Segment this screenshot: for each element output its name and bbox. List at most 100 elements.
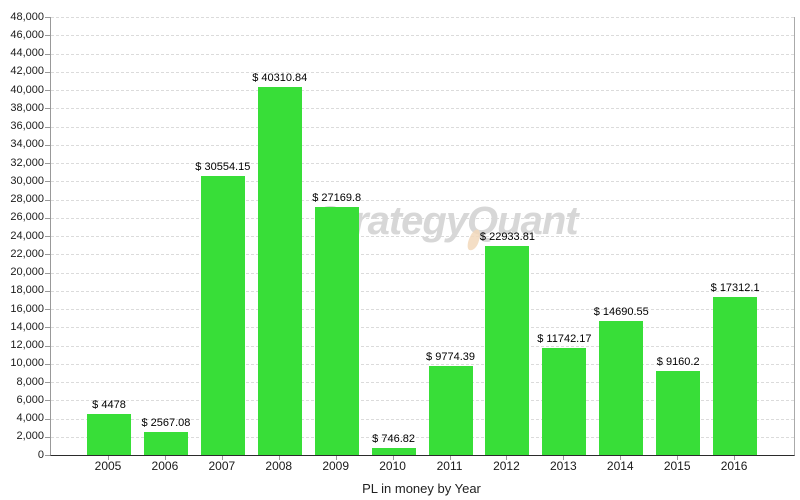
y-tick-mark [45, 126, 50, 128]
bar-2007 [200, 176, 245, 455]
gridline [51, 345, 794, 347]
bar-value-label: $ 17312.1 [710, 282, 760, 295]
x-tick-label: 2016 [720, 459, 748, 473]
y-tick-label: 22,000 [10, 247, 44, 260]
y-tick-label: 18,000 [10, 284, 44, 297]
y-tick-label: 8,000 [16, 375, 44, 388]
bar-2014 [599, 320, 644, 455]
gridline [51, 71, 794, 73]
y-tick-mark [45, 90, 50, 91]
bar-2011 [428, 365, 473, 455]
gridline [51, 290, 794, 292]
x-tick-mark [108, 456, 109, 460]
y-tick-mark [45, 217, 50, 219]
x-tick-mark [734, 456, 736, 460]
y-tick-mark [45, 363, 50, 365]
y-tick-label: 34,000 [10, 138, 44, 151]
bar-2012 [485, 245, 530, 455]
y-tick-label: 32,000 [10, 156, 44, 169]
y-tick-mark [45, 108, 50, 110]
y-tick-mark [45, 199, 50, 201]
y-tick-label: 44,000 [10, 47, 44, 59]
bar-2010 [371, 448, 416, 455]
gridline [51, 90, 794, 91]
x-tick-label: 2007 [208, 459, 236, 473]
y-tick-label: 48,000 [10, 10, 44, 23]
y-tick-label: 40,000 [10, 83, 44, 96]
bar-value-label: $ 11742.17 [537, 332, 592, 345]
y-tick-label: 12,000 [10, 339, 44, 351]
y-tick-mark [45, 17, 50, 18]
y-tick-mark [45, 181, 50, 183]
y-tick-label: 6,000 [16, 393, 44, 406]
gridline [51, 144, 794, 146]
bar-value-label: $ 746.82 [372, 433, 416, 446]
x-tick-mark [620, 456, 622, 460]
y-tick-mark [45, 290, 50, 292]
x-tick-label: 2012 [493, 459, 520, 473]
gridline [51, 53, 794, 55]
gridline [51, 108, 794, 110]
y-tick-mark [45, 455, 50, 456]
bar-2015 [656, 371, 701, 455]
y-tick-mark [45, 436, 50, 438]
gridline [51, 382, 794, 383]
gridline [51, 254, 794, 256]
x-tick-mark [335, 456, 337, 460]
x-tick-label: 2015 [663, 459, 691, 473]
y-tick-label: 0 [37, 448, 44, 461]
x-tick-mark [449, 456, 451, 460]
bar-value-label: $ 22933.81 [479, 230, 535, 243]
x-tick-label: 2005 [94, 459, 122, 473]
y-tick-mark [45, 35, 50, 37]
gridlines [51, 17, 794, 455]
y-tick-label: 26,000 [10, 211, 44, 224]
bar-2006 [143, 431, 188, 455]
y-tick-label: 42,000 [10, 65, 44, 78]
x-tick-mark [677, 456, 679, 460]
x-tick-label: 2014 [606, 459, 634, 473]
bars-layer: $ 4478 $ 2567.08 $ 30554.15 $ 40310.84 $ 271… [51, 17, 794, 455]
bar-value-label: $ 30554.15 [195, 161, 251, 174]
y-tick-mark [45, 400, 50, 402]
bar-2013 [542, 347, 587, 455]
x-tick-label: 2008 [265, 459, 293, 473]
y-tick-label: 28,000 [10, 193, 44, 205]
bar-2009 [314, 207, 359, 455]
x-tick-label: 2011 [436, 459, 463, 473]
x-tick-label: 2013 [550, 459, 577, 473]
gridline [51, 309, 794, 310]
y-tick-label: 30,000 [10, 174, 44, 187]
bar-value-label: $ 9774.39 [426, 350, 475, 363]
bar-value-label: $ 40310.84 [252, 72, 308, 85]
bar-value-label: $ 9160.2 [656, 356, 700, 369]
y-tick-label: 38,000 [10, 101, 44, 114]
y-tick-mark [45, 71, 50, 73]
x-tick-mark [563, 456, 565, 460]
gridline [51, 217, 794, 219]
y-tick-mark [45, 53, 50, 55]
y-tick-label: 20,000 [10, 266, 44, 278]
bar-2016 [713, 297, 758, 455]
y-tick-mark [45, 382, 50, 383]
gridline [51, 363, 794, 365]
y-tick-mark [45, 327, 50, 329]
gridline [51, 17, 794, 18]
watermark: StrategyQuant [315, 199, 579, 259]
x-tick-mark [506, 456, 508, 460]
y-tick-label: 10,000 [10, 357, 44, 370]
gridline [51, 35, 794, 37]
x-tick-mark [392, 456, 394, 460]
x-axis-title: PL in money by Year [362, 481, 481, 496]
y-tick-label: 36,000 [10, 120, 44, 132]
x-tick-label: 2010 [379, 459, 406, 473]
y-tick-mark [45, 163, 50, 164]
gridline [51, 236, 794, 237]
y-tick-mark [45, 236, 50, 237]
bar-value-label: $ 4478 [92, 399, 126, 412]
y-tick-mark [45, 272, 50, 274]
gridline [51, 400, 794, 402]
